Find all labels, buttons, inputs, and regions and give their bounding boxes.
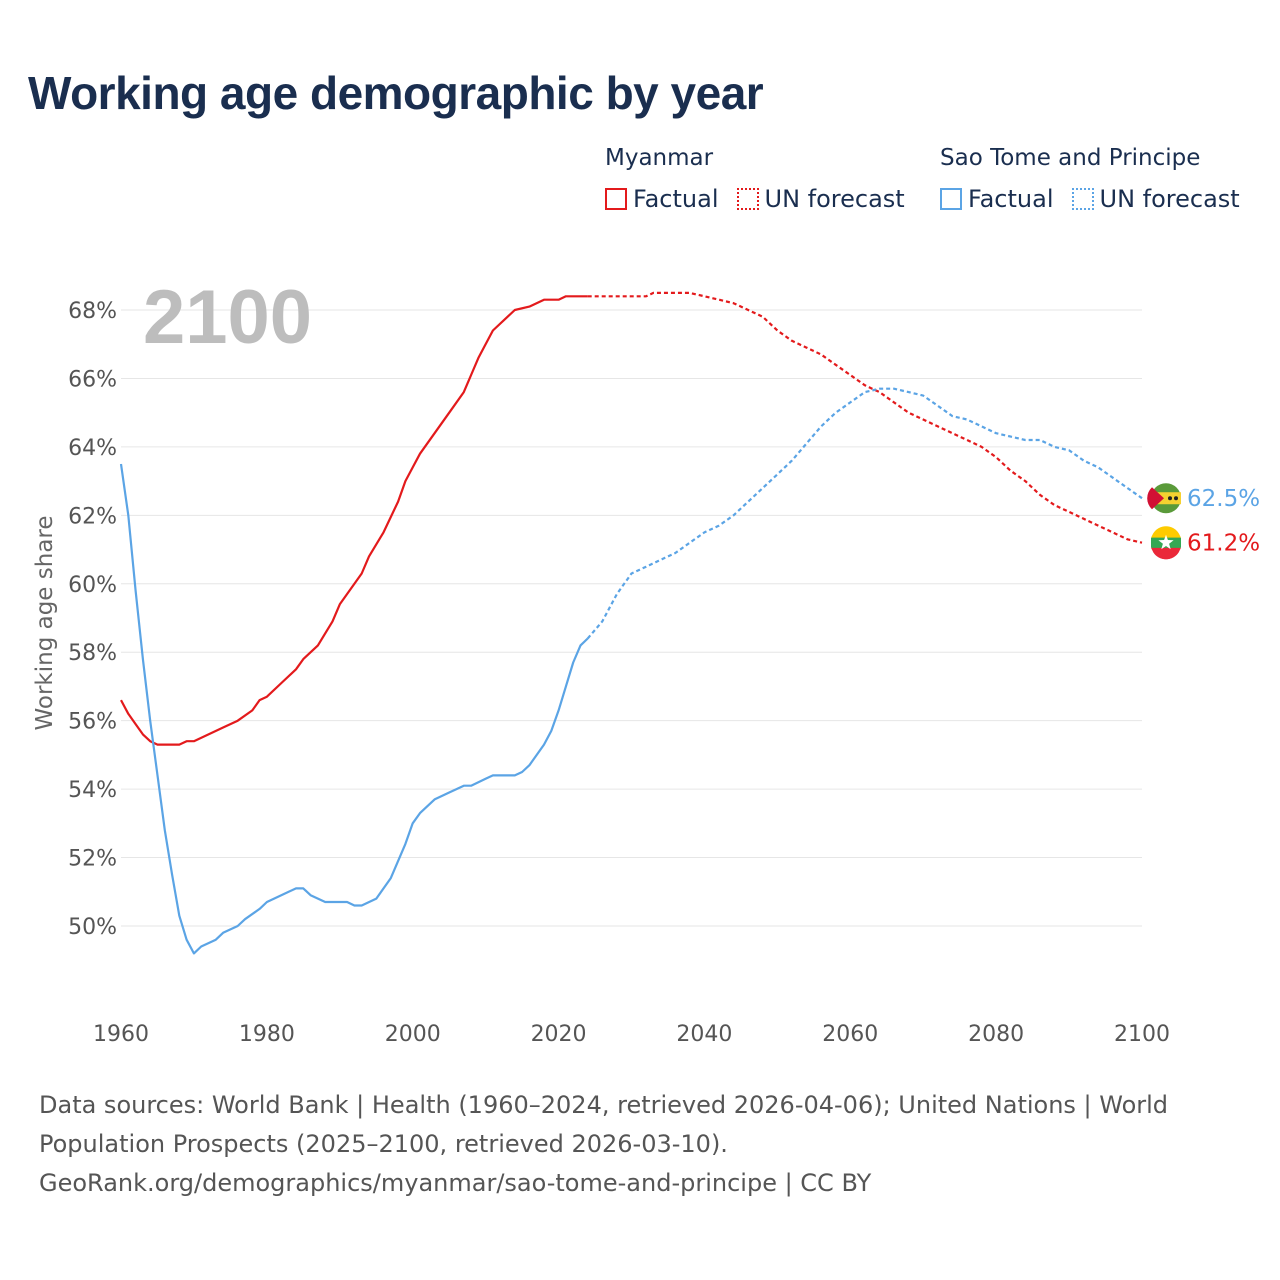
legend-swatch-sao-tome-forecast [1071,188,1094,210]
y-tick-label: 64% [68,436,117,461]
y-tick-label: 58% [68,641,117,666]
footer-sources-line-1: Data sources: World Bank | Health (1960–… [39,1091,1169,1119]
x-tick-label: 2080 [968,1022,1024,1047]
y-tick-label: 60% [68,573,117,598]
series-line-sao-tome-forecast[interactable] [586,387,1143,640]
flag-icon-myanmar [1151,526,1181,560]
legend-label-sao-tome-factual: Factual [968,185,1054,213]
legend-swatch-myanmar-forecast [736,188,759,210]
chart-title: Working age demographic by year [28,67,764,119]
legend-country-sao-tome: Sao Tome and Principe [940,145,1201,171]
series [119,291,1143,955]
x-axis: 1960 1980 2000 2020 2040 2060 2080 2100 [93,1022,1170,1047]
y-axis-label: Working age share [32,515,58,730]
y-tick-label: 56% [68,710,117,735]
x-tick-label: 2020 [531,1022,587,1047]
x-tick-label: 1960 [93,1022,149,1047]
footer-attribution[interactable]: GeoRank.org/demographics/myanmar/sao-tom… [39,1169,872,1197]
legend-group-sao-tome: Sao Tome and Principe Factual UN forecas… [940,143,1258,213]
flag-icon-sao-tome [1147,483,1181,514]
y-tick-label: 52% [68,847,117,872]
x-tick-label: 2100 [1114,1022,1170,1047]
legend-label-myanmar-factual: Factual [633,185,719,213]
y-tick-label: 62% [68,504,117,529]
y-tick-label: 68% [68,299,117,324]
end-markers: 62.5% 61.2% [1147,483,1260,560]
footer: Data sources: World Bank | Health (1960–… [39,1086,1189,1203]
y-tick-label: 50% [68,915,117,940]
series-line-sao-tome-factual[interactable] [119,463,589,955]
y-tick-label: 66% [68,367,117,392]
legend-swatch-sao-tome-factual [940,188,962,210]
chart-area: 2100 Working age share 50% 52% 54% 56% 58% 60… [32,275,1260,1047]
legend-country-myanmar: Myanmar [605,145,714,171]
legend-label-sao-tome-forecast: UN forecast [1099,185,1240,213]
legend-item-myanmar-forecast[interactable]: UN forecast [736,185,905,213]
legend-label-myanmar-forecast: UN forecast [764,185,905,213]
legend-item-sao-tome-factual[interactable]: Factual [940,185,1054,213]
legend-item-sao-tome-forecast[interactable]: UN forecast [1071,185,1240,213]
x-tick-label: 2060 [822,1022,878,1047]
end-value-label-sao-tome: 62.5% [1187,486,1260,512]
x-tick-label: 2000 [385,1022,441,1047]
legend-swatch-myanmar-factual [605,188,627,210]
legend-group-myanmar: Myanmar Factual UN forecast [605,143,923,213]
year-watermark: 2100 [143,275,312,360]
gridlines [121,309,1142,927]
legend-item-myanmar-factual[interactable]: Factual [605,185,719,213]
footer-sources-line-2: Population Prospects (2025–2100, retriev… [39,1130,728,1158]
x-tick-label: 2040 [676,1022,732,1047]
series-line-myanmar-factual[interactable] [120,295,588,746]
y-tick-label: 54% [68,778,117,803]
y-axis: 50% 52% 54% 56% 58% 60% 62% 64% 66% 68% [68,299,117,940]
x-tick-label: 1980 [239,1022,295,1047]
end-value-label-myanmar: 61.2% [1187,531,1260,557]
series-line-myanmar-forecast[interactable] [587,291,1143,544]
